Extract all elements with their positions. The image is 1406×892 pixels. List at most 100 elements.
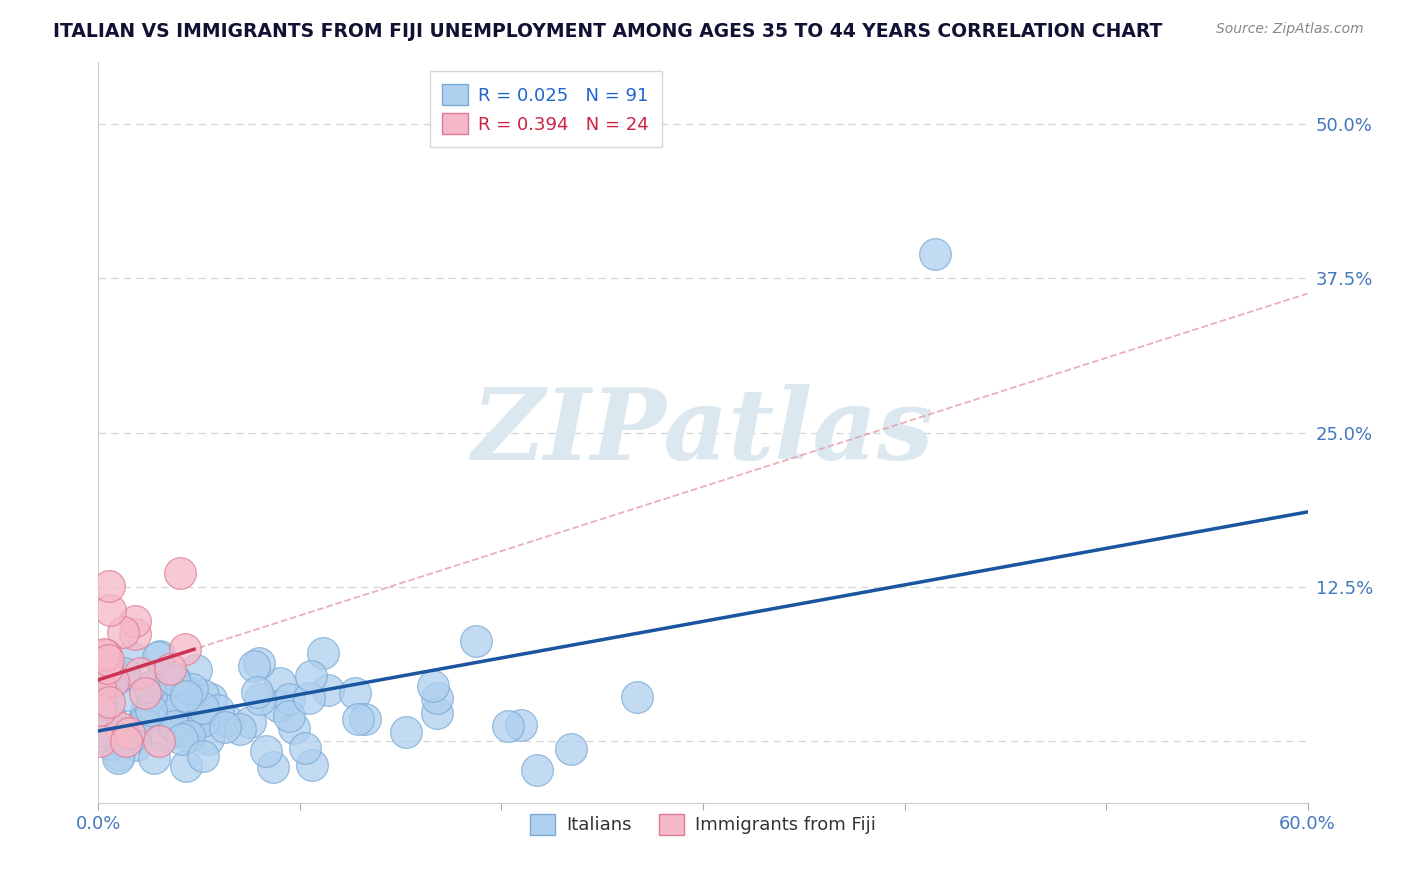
Point xyxy=(316,682,339,697)
Point xyxy=(142,751,165,765)
Point xyxy=(186,709,208,723)
Point xyxy=(115,688,138,702)
Point xyxy=(243,659,266,673)
Point xyxy=(283,721,305,735)
Point xyxy=(91,676,114,690)
Point xyxy=(139,688,162,702)
Point xyxy=(183,717,205,731)
Point xyxy=(165,673,187,688)
Point xyxy=(924,246,946,260)
Point xyxy=(155,686,177,700)
Point xyxy=(197,731,219,746)
Point xyxy=(98,695,121,709)
Point xyxy=(124,627,146,641)
Point xyxy=(169,566,191,581)
Point xyxy=(177,729,200,743)
Point xyxy=(139,703,162,717)
Point xyxy=(181,681,204,696)
Point xyxy=(108,669,131,683)
Point xyxy=(172,731,194,746)
Point xyxy=(112,666,135,681)
Point xyxy=(299,669,322,683)
Point xyxy=(110,721,132,735)
Point xyxy=(465,633,488,648)
Point xyxy=(118,726,141,740)
Point xyxy=(173,723,195,738)
Point xyxy=(174,689,197,703)
Point xyxy=(89,734,111,748)
Point xyxy=(149,649,172,664)
Legend: Italians, Immigrants from Fiji: Italians, Immigrants from Fiji xyxy=(523,806,883,842)
Point xyxy=(129,666,152,681)
Point xyxy=(262,760,284,774)
Point xyxy=(191,714,214,729)
Point xyxy=(191,688,214,702)
Point xyxy=(269,675,291,690)
Point xyxy=(120,650,142,665)
Point xyxy=(152,671,174,685)
Point xyxy=(98,709,121,723)
Point xyxy=(146,650,169,665)
Point xyxy=(93,647,115,661)
Point xyxy=(174,758,197,772)
Point xyxy=(214,720,236,734)
Point xyxy=(186,663,208,677)
Point xyxy=(132,716,155,731)
Point xyxy=(207,702,229,716)
Point xyxy=(112,625,135,640)
Text: Source: ZipAtlas.com: Source: ZipAtlas.com xyxy=(1216,22,1364,37)
Point xyxy=(526,764,548,778)
Point xyxy=(148,734,170,748)
Point xyxy=(298,690,321,705)
Point xyxy=(153,712,176,726)
Point xyxy=(101,737,124,751)
Point xyxy=(107,750,129,764)
Point xyxy=(395,724,418,739)
Point xyxy=(97,682,120,697)
Point xyxy=(422,679,444,693)
Point xyxy=(89,697,111,711)
Point xyxy=(135,704,157,718)
Point xyxy=(294,741,316,756)
Point xyxy=(115,734,138,748)
Point xyxy=(89,703,111,717)
Point xyxy=(107,747,129,762)
Point xyxy=(101,673,124,688)
Point xyxy=(97,579,120,593)
Point xyxy=(200,691,222,706)
Point xyxy=(97,653,120,667)
Point xyxy=(312,646,335,660)
Point xyxy=(176,698,198,713)
Point xyxy=(247,656,270,670)
Point xyxy=(229,723,252,737)
Point xyxy=(162,706,184,720)
Point xyxy=(163,673,186,687)
Point xyxy=(98,722,121,736)
Point xyxy=(159,662,181,676)
Point xyxy=(124,730,146,744)
Point xyxy=(217,714,239,728)
Point xyxy=(266,699,288,714)
Point xyxy=(124,614,146,628)
Point xyxy=(426,706,449,720)
Point xyxy=(141,698,163,712)
Point xyxy=(560,741,582,756)
Point xyxy=(344,686,367,700)
Point xyxy=(172,705,194,719)
Point xyxy=(278,692,301,706)
Point xyxy=(301,758,323,772)
Point xyxy=(98,603,121,617)
Point xyxy=(353,712,375,726)
Point xyxy=(169,683,191,698)
Point xyxy=(94,657,117,671)
Point xyxy=(96,661,118,675)
Point xyxy=(193,700,215,714)
Point xyxy=(121,724,143,739)
Point xyxy=(510,718,533,732)
Point xyxy=(256,744,278,758)
Point xyxy=(626,690,648,705)
Point xyxy=(89,680,111,694)
Point xyxy=(131,713,153,727)
Point xyxy=(238,715,260,730)
Point xyxy=(94,725,117,739)
